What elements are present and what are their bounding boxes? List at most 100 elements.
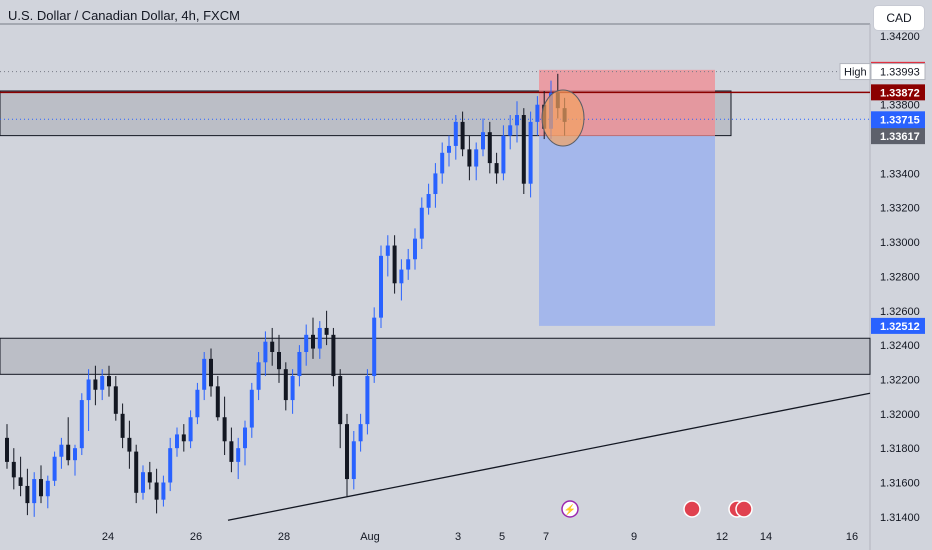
candle-body <box>154 482 159 500</box>
candle-body <box>481 132 485 150</box>
us-flag-icon <box>735 500 753 518</box>
candle-body <box>535 104 540 122</box>
candle-body <box>11 461 16 478</box>
candle-body <box>385 245 390 256</box>
candle-body <box>345 424 349 480</box>
candle-body <box>331 334 336 377</box>
lightning-icon <box>561 500 579 518</box>
time-tick-label: 28 <box>278 531 290 543</box>
candle-body <box>358 424 363 442</box>
candle-body <box>195 389 200 418</box>
candle-body <box>447 145 451 153</box>
candle-body <box>18 477 23 486</box>
candle-body <box>474 149 479 167</box>
candle-body <box>311 334 315 349</box>
time-tick-label: Aug <box>360 531 380 543</box>
candle-body <box>467 149 472 167</box>
candle-body <box>25 485 30 504</box>
time-tick-label: 16 <box>846 531 858 543</box>
candle-body <box>351 441 356 480</box>
trendline <box>227 392 871 521</box>
high-tag-bg <box>839 63 871 81</box>
candle-body <box>59 444 64 457</box>
candle-body <box>66 444 71 461</box>
candle-body <box>209 358 213 387</box>
candle-body <box>392 245 397 284</box>
candle-body <box>508 125 513 136</box>
price-tick-label: 1.33800 <box>880 100 920 112</box>
currency-button[interactable]: CAD <box>874 6 924 30</box>
price-tick-label: 1.32000 <box>880 409 920 421</box>
price-tick-label: 1.31600 <box>880 478 920 490</box>
candle-body <box>277 351 281 370</box>
candle-body <box>460 121 465 150</box>
candle-body <box>249 389 254 428</box>
candle-body <box>453 121 458 146</box>
candle-body <box>168 448 173 483</box>
candle-body <box>113 386 118 414</box>
candle-body <box>79 400 84 449</box>
price-tick-label: 1.33400 <box>880 168 920 180</box>
candle-body <box>263 341 268 363</box>
candle-body <box>487 132 492 164</box>
candle-body <box>256 362 261 390</box>
candle-body <box>215 386 220 418</box>
candle-body <box>93 379 98 390</box>
demand-zone <box>0 337 871 375</box>
resistance-price-label: 1.33872 <box>880 87 920 99</box>
time-tick-label: 3 <box>455 531 461 543</box>
price-tick-label: 1.32200 <box>880 374 920 386</box>
candle-body <box>127 437 132 452</box>
price-tick-label: 1.31400 <box>880 512 920 524</box>
resistance-price-label-bg <box>871 84 925 101</box>
candle-body <box>317 327 322 349</box>
candle-body <box>304 334 309 352</box>
candle-body <box>45 480 50 497</box>
candle-body <box>73 448 77 461</box>
candle-body <box>324 327 329 335</box>
take-profit-zone <box>539 136 715 326</box>
candle-body <box>86 379 91 401</box>
candle-body <box>32 479 37 504</box>
candle-body <box>181 434 186 442</box>
time-tick-label: 14 <box>760 531 772 543</box>
candle-body <box>100 376 105 390</box>
candle-body <box>419 207 424 239</box>
target-price-label-bg <box>871 317 925 334</box>
candle-body <box>243 427 247 449</box>
price-tick-label: 1.33200 <box>880 203 920 215</box>
candle-body <box>283 369 288 401</box>
candle-body <box>236 448 241 462</box>
price-tick-label: 1.32600 <box>880 306 920 318</box>
highlight-circle <box>541 89 585 147</box>
candle-body <box>161 482 166 500</box>
candle-body <box>365 376 370 425</box>
candle-body <box>297 351 302 377</box>
time-tick-label: 26 <box>190 531 202 543</box>
candle-body <box>134 451 139 493</box>
us-flag-icon <box>683 500 701 518</box>
candle-body <box>433 173 438 195</box>
candle-body <box>141 472 145 493</box>
high-tag-label: High <box>844 67 867 79</box>
candle-body <box>406 259 411 270</box>
price-tick-label: 1.33000 <box>880 237 920 249</box>
candle-body <box>413 238 417 260</box>
candle-body <box>338 376 343 425</box>
candle-body <box>5 437 9 462</box>
candle-body <box>440 152 445 174</box>
candles-group <box>5 73 567 517</box>
candle-body <box>120 413 125 438</box>
time-tick-label: 5 <box>499 531 505 543</box>
candle-body <box>426 194 431 208</box>
candle-body <box>188 417 193 442</box>
candle-body <box>52 456 57 481</box>
price-tick-label: 1.34200 <box>880 31 920 43</box>
event-icons: ⚡ <box>561 500 753 518</box>
candle-body <box>175 434 179 449</box>
lightning-glyph: ⚡ <box>564 503 576 516</box>
time-tick-label: 24 <box>102 531 114 543</box>
candle-body <box>222 417 227 442</box>
